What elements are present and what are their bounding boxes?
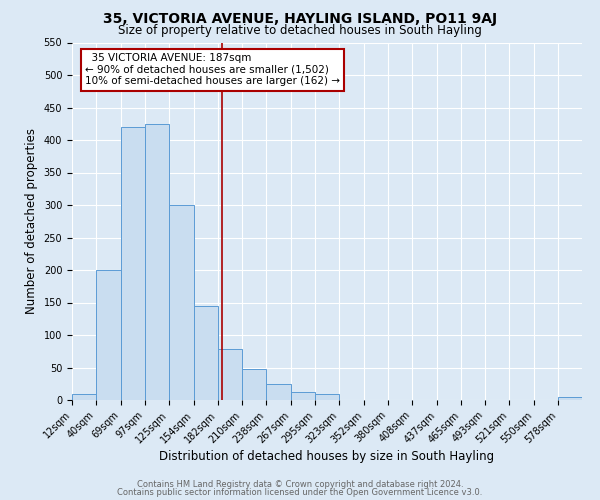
Bar [169, 205, 194, 400]
Text: 35 VICTORIA AVENUE: 187sqm
← 90% of detached houses are smaller (1,502)
10% of s: 35 VICTORIA AVENUE: 187sqm ← 90% of deta… [85, 53, 340, 86]
Bar [194, 306, 218, 400]
Bar [218, 350, 242, 400]
Bar [96, 270, 121, 400]
Bar [145, 124, 169, 400]
Bar [558, 398, 582, 400]
Bar [266, 384, 291, 400]
Text: Contains HM Land Registry data © Crown copyright and database right 2024.: Contains HM Land Registry data © Crown c… [137, 480, 463, 489]
Text: 35, VICTORIA AVENUE, HAYLING ISLAND, PO11 9AJ: 35, VICTORIA AVENUE, HAYLING ISLAND, PO1… [103, 12, 497, 26]
X-axis label: Distribution of detached houses by size in South Hayling: Distribution of detached houses by size … [160, 450, 494, 463]
Bar [72, 394, 96, 400]
Bar [242, 369, 266, 400]
Text: Size of property relative to detached houses in South Hayling: Size of property relative to detached ho… [118, 24, 482, 37]
Bar [291, 392, 315, 400]
Bar [121, 127, 145, 400]
Text: Contains public sector information licensed under the Open Government Licence v3: Contains public sector information licen… [118, 488, 482, 497]
Y-axis label: Number of detached properties: Number of detached properties [25, 128, 38, 314]
Bar [315, 394, 339, 400]
